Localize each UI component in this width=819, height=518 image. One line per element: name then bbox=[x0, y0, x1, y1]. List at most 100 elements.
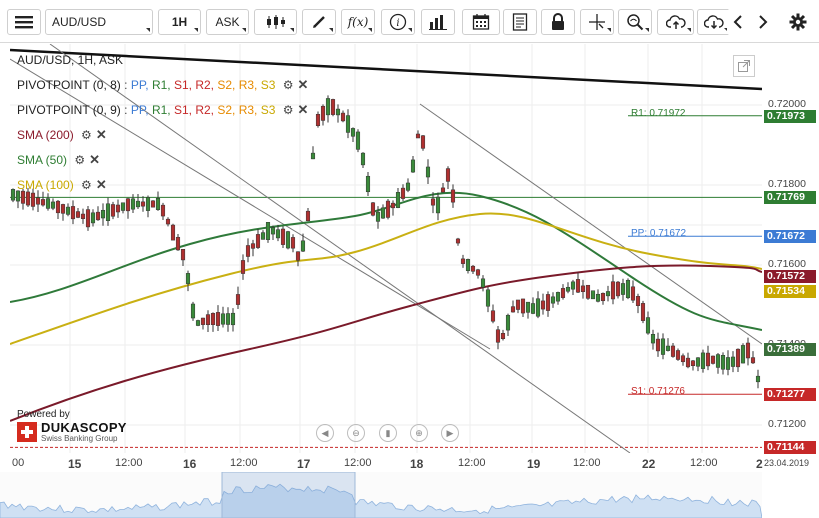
legend-pivot-1[interactable]: PIVOTPOINT (0, 8) : PP, R1, S1, R2, S2, … bbox=[17, 77, 309, 92]
draw-button[interactable] bbox=[302, 9, 336, 35]
time-tick-label: 12:00 bbox=[230, 457, 258, 469]
candle-body bbox=[655, 338, 661, 352]
time-tick-label: 15 bbox=[68, 457, 82, 471]
navigator-window bbox=[221, 472, 356, 518]
chart-plot-area[interactable] bbox=[10, 44, 762, 453]
candle-body bbox=[75, 211, 81, 218]
pivot-item: S3 bbox=[260, 103, 279, 117]
indicators-button[interactable]: f(x) bbox=[341, 9, 375, 35]
nav-zoom-in-button[interactable]: ⊕ bbox=[410, 424, 428, 442]
candle-body bbox=[615, 281, 621, 297]
pivot-1-remove-icon[interactable]: ✕ bbox=[297, 77, 309, 92]
volume-bars-icon bbox=[429, 15, 447, 30]
settings-button[interactable] bbox=[786, 9, 810, 35]
candle-body bbox=[570, 281, 576, 290]
nav-fit-button[interactable]: ▮ bbox=[379, 424, 397, 442]
download-button[interactable] bbox=[697, 9, 731, 35]
candle-body bbox=[280, 228, 286, 245]
pivot-item: PP, bbox=[130, 78, 152, 92]
zoom-button[interactable] bbox=[618, 9, 652, 35]
sma-50-label: SMA (50) bbox=[17, 153, 68, 167]
pivot-2-settings-icon[interactable]: ⚙ bbox=[282, 103, 294, 117]
nav-last-button[interactable]: ▶ bbox=[441, 424, 459, 442]
instrument-selector[interactable]: AUD/USD bbox=[45, 9, 153, 35]
sma-50-settings-icon[interactable]: ⚙ bbox=[74, 153, 86, 167]
current-date-label: 23.04.2019 bbox=[764, 458, 810, 468]
candle-body bbox=[730, 356, 736, 367]
candle-body bbox=[220, 313, 226, 325]
sma-100-settings-icon[interactable]: ⚙ bbox=[81, 178, 92, 192]
candle-body bbox=[705, 352, 711, 367]
candle-body bbox=[505, 314, 511, 331]
candle-body bbox=[700, 352, 706, 369]
report-icon bbox=[512, 13, 528, 31]
report-button[interactable] bbox=[503, 9, 537, 35]
upload-button[interactable] bbox=[657, 9, 694, 35]
period-selector[interactable]: 1H bbox=[158, 9, 201, 35]
legend-sma-100[interactable]: SMA (100) ⚙ ✕ bbox=[17, 177, 107, 193]
time-tick-label: 22 bbox=[642, 457, 656, 471]
legend-sma-50[interactable]: SMA (50) ⚙ ✕ bbox=[17, 152, 100, 168]
candle-body bbox=[125, 198, 131, 212]
cloud-upload-icon bbox=[665, 15, 686, 29]
sma-200-remove-icon[interactable]: ✕ bbox=[95, 127, 107, 142]
nav-zoom-out-button[interactable]: ⊖ bbox=[347, 424, 365, 442]
candle-body bbox=[690, 360, 696, 366]
price-level-box: 0.71534 bbox=[764, 285, 816, 299]
price-level-box: 0.71389 bbox=[764, 343, 816, 357]
candle-body bbox=[695, 357, 701, 367]
candle-body bbox=[475, 269, 481, 276]
pivot-item: R2, bbox=[195, 78, 218, 92]
crosshair-button[interactable] bbox=[580, 9, 614, 35]
nav-first-button[interactable]: ◀ bbox=[316, 424, 334, 442]
candle-body bbox=[415, 133, 421, 139]
candle-body bbox=[240, 260, 246, 274]
candle-body bbox=[660, 338, 666, 355]
candle-body bbox=[525, 301, 531, 313]
trend-line-resistance bbox=[10, 48, 762, 91]
dropdown-caret-icon bbox=[645, 28, 649, 32]
candle-body bbox=[400, 187, 406, 199]
time-tick-label: 18 bbox=[410, 457, 424, 471]
dropdown-caret-icon bbox=[408, 28, 412, 32]
candle-body bbox=[740, 345, 746, 364]
dropdown-caret-icon bbox=[724, 28, 728, 32]
expand-icon bbox=[738, 60, 750, 72]
price-chart[interactable] bbox=[10, 44, 762, 453]
sma-100-remove-icon[interactable]: ✕ bbox=[95, 177, 107, 192]
pivot-item: S1, bbox=[173, 103, 196, 117]
legend-sma-200[interactable]: SMA (200) ⚙ ✕ bbox=[17, 127, 107, 143]
scroll-right-button[interactable] bbox=[752, 9, 774, 35]
info-button[interactable]: i bbox=[381, 9, 415, 35]
navigator-panel[interactable] bbox=[0, 472, 762, 518]
candle-body bbox=[500, 333, 506, 339]
pivot-2-remove-icon[interactable]: ✕ bbox=[297, 102, 309, 117]
volume-button[interactable] bbox=[421, 9, 455, 35]
calendar-button[interactable] bbox=[462, 9, 500, 35]
candle-body bbox=[140, 201, 146, 207]
menu-button[interactable] bbox=[7, 9, 41, 35]
svg-text:i: i bbox=[396, 18, 399, 29]
legend-pivot-2[interactable]: PIVOTPOINT (0, 9) : PP, R1, S1, R2, S2, … bbox=[17, 102, 309, 117]
sma-200-settings-icon[interactable]: ⚙ bbox=[81, 128, 92, 142]
candle-body bbox=[450, 189, 456, 203]
draw-pencil-icon bbox=[313, 16, 325, 28]
scroll-left-button[interactable] bbox=[727, 9, 749, 35]
candle-body bbox=[10, 189, 16, 201]
time-tick-label: 17 bbox=[297, 457, 311, 471]
candle-body bbox=[510, 306, 516, 313]
pivot-item: R1, bbox=[151, 78, 174, 92]
pivot-1-settings-icon[interactable]: ⚙ bbox=[282, 78, 294, 92]
chart-type-button[interactable] bbox=[254, 9, 297, 35]
price-level-box: 0.71572 bbox=[764, 270, 816, 284]
expand-button[interactable] bbox=[733, 55, 755, 77]
sma-50-remove-icon[interactable]: ✕ bbox=[89, 152, 101, 167]
price-tick-label: 0.72000 bbox=[768, 98, 806, 110]
lock-button[interactable] bbox=[541, 9, 575, 35]
candle-body bbox=[670, 345, 676, 357]
candle-body bbox=[235, 294, 241, 305]
price-level-box: 0.71277 bbox=[764, 388, 816, 402]
candle-body bbox=[275, 229, 281, 239]
side-selector[interactable]: ASK bbox=[206, 9, 249, 35]
candle-body bbox=[300, 240, 306, 252]
